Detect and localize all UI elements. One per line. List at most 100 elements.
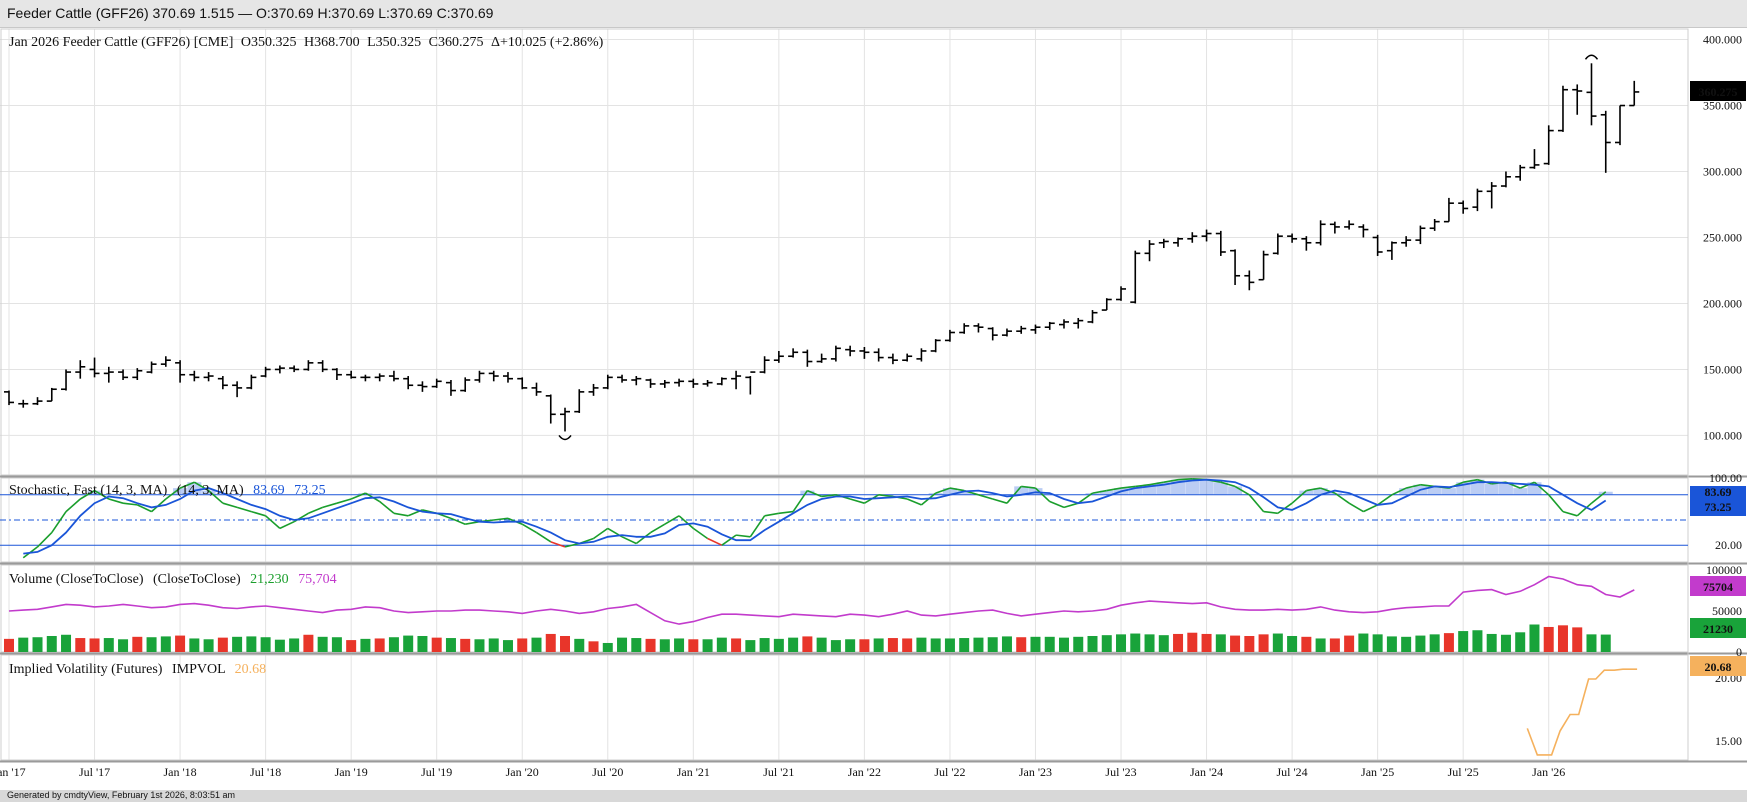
- volume-tick-label: 100000: [1706, 563, 1742, 577]
- impvol-title: Implied Volatility (Futures): [9, 662, 163, 677]
- stoch-k-segment: [1391, 487, 1407, 496]
- price-bar: [403, 376, 414, 390]
- price-bar: [1173, 237, 1184, 247]
- stochastic-pane[interactable]: Stochastic, Fast (14, 3, MA) (14, 3, MA)…: [0, 471, 1746, 559]
- stoch-k-segment: [635, 531, 652, 545]
- x-tick-label: Jul '19: [421, 765, 452, 779]
- price-bar: [987, 327, 998, 341]
- impvol-header: Implied Volatility (Futures) IMPVOL 20.6…: [9, 662, 266, 677]
- volume-bar: [602, 642, 613, 652]
- impvol-value: 20.68: [235, 662, 267, 677]
- price-bar: [588, 383, 599, 396]
- x-tick-label: Jul '17: [79, 765, 110, 779]
- stochastic-tick-label: 100.00: [1709, 471, 1742, 485]
- volume-bar: [1344, 635, 1355, 652]
- price-bar: [1629, 80, 1640, 107]
- volume-bar: [374, 638, 385, 652]
- x-axis: Jan '17 Jul '17 Jan '18 Jul '18 Jan '19 Jul '…: [0, 765, 1565, 779]
- price-tick-label: 350.000: [1703, 99, 1742, 113]
- price-bar: [1272, 233, 1283, 255]
- stoch-k-segment: [1306, 487, 1321, 492]
- price-bar: [75, 360, 86, 379]
- volume-bar: [1486, 633, 1497, 652]
- price-bar: [431, 378, 442, 388]
- volume-bar: [403, 635, 414, 652]
- price-bar: [488, 370, 499, 382]
- price-pane[interactable]: Jan 2026 Feeder Cattle (GFF26) [CME] O35…: [4, 33, 1746, 443]
- x-tick-label: Jan '22: [848, 765, 881, 779]
- impvol-tick-label: 15.00: [1715, 734, 1742, 748]
- stoch-k-segment: [1077, 492, 1093, 504]
- volume-avg-label-bg: [1690, 576, 1746, 596]
- stoch-k-segment: [778, 510, 794, 515]
- volume-average-line: [8, 575, 1635, 625]
- price-bar: [973, 323, 984, 333]
- price-bar: [374, 373, 385, 382]
- volume-bar: [1458, 631, 1469, 652]
- price-bar: [103, 366, 114, 383]
- price-bar: [1315, 220, 1326, 246]
- price-bar: [1158, 238, 1169, 249]
- stoch-k-segment: [1320, 487, 1336, 494]
- volume-params: (CloseToClose): [153, 572, 241, 587]
- price-bar: [816, 353, 827, 363]
- volume-bar: [588, 641, 599, 652]
- x-tick-label: Jan '23: [1019, 765, 1052, 779]
- stoch-k-segment: [749, 515, 766, 538]
- stoch-k-segment: [1021, 485, 1036, 489]
- volume-bar: [132, 636, 143, 652]
- price-bar: [574, 389, 585, 413]
- price-tick-label: 300.000: [1703, 165, 1742, 179]
- stochastic-d-label: 73.25: [1705, 500, 1732, 514]
- price-bar: [46, 387, 57, 402]
- volume-bar: [1201, 633, 1212, 652]
- volume-bar: [18, 637, 29, 652]
- volume-bar: [388, 637, 399, 652]
- implied-volatility-pane[interactable]: Implied Volatility (Futures) IMPVOL 20.6…: [9, 656, 1746, 756]
- price-bar: [160, 356, 171, 367]
- stochastic-last-labels: 83.69 73.25: [1690, 485, 1746, 516]
- volume-bar: [1144, 634, 1155, 652]
- volume-bar: [346, 640, 357, 652]
- price-bar: [303, 360, 314, 371]
- stochastic-title: Stochastic, Fast (14, 3, MA): [9, 483, 168, 498]
- price-bar: [659, 379, 670, 388]
- volume-bar: [759, 638, 770, 652]
- price-bar: [859, 347, 870, 359]
- volume-bar: [103, 638, 114, 652]
- volume-value: 21,230: [250, 572, 289, 587]
- stoch-k-segment: [978, 494, 993, 500]
- volume-bar: [645, 638, 656, 652]
- stoch-k-segment: [108, 498, 124, 504]
- volume-bar: [859, 639, 870, 652]
- volume-bar: [289, 638, 300, 652]
- volume-avg-value: 75,704: [298, 572, 337, 587]
- stoch-k-segment: [1334, 492, 1350, 504]
- price-bar: [1344, 220, 1355, 230]
- price-bar: [1543, 125, 1554, 165]
- volume-bar: [1557, 625, 1568, 652]
- stoch-k-segment: [350, 492, 366, 500]
- price-bar: [773, 350, 784, 363]
- volume-title: Volume (CloseToClose): [9, 572, 144, 587]
- price-bar: [1615, 104, 1625, 146]
- stochastic-header: Stochastic, Fast (14, 3, MA) (14, 3, MA)…: [9, 483, 326, 498]
- volume-bar: [1244, 635, 1255, 652]
- stoch-k-segment: [1263, 510, 1278, 515]
- volume-bar: [260, 637, 271, 652]
- volume-pane[interactable]: Volume (CloseToClose) (CloseToClose) 21,…: [4, 563, 1746, 659]
- price-bar: [89, 357, 100, 378]
- stoch-k-segment: [692, 527, 709, 540]
- volume-bar: [517, 638, 528, 652]
- volume-bar: [1073, 636, 1084, 652]
- price-bar: [203, 372, 214, 382]
- stoch-k-segment: [165, 487, 181, 500]
- price-tick-label: 250.000: [1703, 230, 1742, 244]
- stoch-k-segment: [992, 498, 1008, 504]
- frame-price: [0, 28, 1689, 476]
- volume-bar: [1158, 635, 1169, 652]
- stoch-k-segment: [735, 534, 751, 538]
- volume-bar: [1030, 636, 1041, 652]
